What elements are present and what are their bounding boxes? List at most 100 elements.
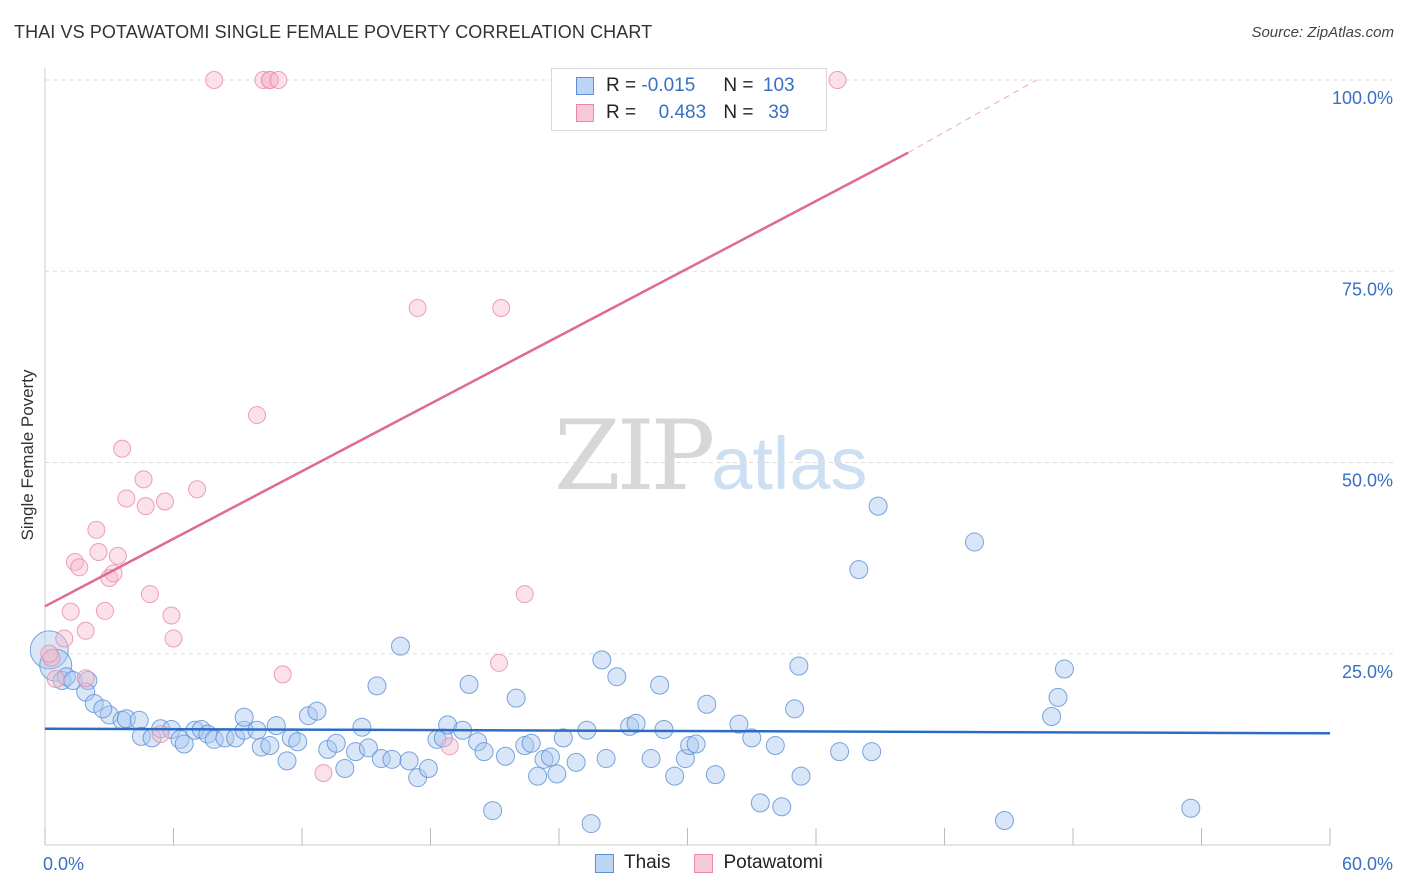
thais-point <box>785 699 805 719</box>
potawatomi-point <box>254 71 273 89</box>
thais-point <box>686 734 706 754</box>
potawatomi-point <box>95 601 114 620</box>
thais-point <box>607 667 627 687</box>
thais-point <box>705 765 725 785</box>
thais-point <box>29 630 69 670</box>
thais-point <box>540 747 560 767</box>
watermark-atlas: atlas <box>711 422 868 505</box>
thais-point <box>665 766 685 786</box>
thais-n-value: 103 <box>762 75 795 96</box>
grid-lines <box>45 79 1395 655</box>
potawatomi-point <box>188 480 207 499</box>
potawatomi-point <box>89 543 108 562</box>
thais-point <box>495 746 515 766</box>
potawatomi-point <box>155 492 174 511</box>
thais-point <box>459 674 479 694</box>
chart-title: THAI VS POTAWATOMI SINGLE FEMALE POVERTY… <box>14 22 653 42</box>
legend-thais-label: Thais <box>624 852 671 873</box>
thais-point <box>964 532 984 552</box>
thais-point <box>1048 687 1068 707</box>
thais-point <box>1181 798 1201 818</box>
thais-point <box>371 749 391 769</box>
legend-row-potawatomi: R = 0.483 N = 39 <box>576 100 799 126</box>
thais-swatch-icon <box>576 77 594 95</box>
thais-point <box>260 736 280 756</box>
tick-labels: 25.0% 50.0% 75.0% 100.0% 0.0% 60.0% <box>43 88 1393 874</box>
watermark-zip: ZIP <box>554 400 715 512</box>
potawatomi-point <box>273 665 292 684</box>
thais-trend-line <box>44 727 1331 735</box>
x-tick-label-min: 0.0% <box>43 854 84 874</box>
thais-point <box>277 751 297 771</box>
thais-point <box>729 714 749 734</box>
thais-point <box>399 751 419 771</box>
legend-item-thais[interactable]: Thais <box>595 852 670 874</box>
thais-point <box>626 713 646 733</box>
potawatomi-point <box>205 71 224 89</box>
thais-point <box>521 733 541 753</box>
potawatomi-point <box>40 644 59 663</box>
thais-point <box>553 728 573 748</box>
thais-point <box>592 650 612 670</box>
thais-point <box>849 560 869 580</box>
thais-point <box>641 749 661 769</box>
trend-lines <box>44 79 1331 735</box>
thais-point <box>654 719 674 739</box>
y-tick-label: 25.0% <box>1342 662 1393 682</box>
thais-point <box>581 814 601 834</box>
thais-point <box>868 496 888 516</box>
potawatomi-point <box>162 606 181 625</box>
thais-point <box>266 716 286 736</box>
thais-point <box>174 734 194 754</box>
stats-legend: R = -0.015 N = 103 R = 0.483 N = 39 <box>551 68 827 131</box>
thais-point <box>352 717 372 737</box>
thais-point <box>742 728 762 748</box>
potawatomi-point <box>61 602 80 621</box>
thais-point <box>528 766 548 786</box>
thais-point <box>830 742 850 762</box>
thais-point <box>307 701 327 721</box>
axes <box>44 68 1331 846</box>
thais-point <box>298 706 318 726</box>
potawatomi-point <box>76 669 95 688</box>
thais-point <box>78 671 98 691</box>
potawatomi-point <box>136 497 155 516</box>
thais-r-label: R = <box>606 75 637 96</box>
potawatomi-points <box>40 71 847 783</box>
potawatomi-trend-line <box>44 151 909 608</box>
x-tick-label-max: 60.0% <box>1342 854 1393 874</box>
thais-point <box>994 811 1014 831</box>
y-tick-label: 75.0% <box>1342 279 1393 299</box>
potawatomi-point <box>490 653 509 672</box>
thais-point <box>680 736 700 756</box>
thais-point <box>791 766 811 786</box>
potawatomi-point <box>440 737 459 756</box>
legend-item-potawatomi[interactable]: Potawatomi <box>694 852 823 874</box>
potawatomi-point <box>117 489 136 508</box>
thais-point <box>326 733 346 753</box>
potawatomi-point <box>269 71 288 89</box>
thais-point <box>483 801 503 821</box>
thais-point <box>93 699 113 719</box>
thais-point <box>789 656 809 676</box>
potawatomi-point <box>46 669 65 688</box>
thais-point <box>566 752 586 772</box>
thais-point <box>391 636 411 656</box>
thais-point <box>772 797 792 817</box>
potawatomi-r-value: 0.483 <box>658 102 707 123</box>
thais-point <box>288 732 308 752</box>
potawatomi-trend-extension <box>907 79 1037 154</box>
thais-point <box>650 675 670 695</box>
thais-point <box>750 793 770 813</box>
thais-points <box>29 496 1201 834</box>
potawatomi-point <box>164 629 183 648</box>
potawatomi-point <box>140 585 159 604</box>
thais-point <box>765 736 785 756</box>
potawatomi-point <box>134 470 153 489</box>
series-legend: Thais Potawatomi <box>595 852 847 874</box>
thais-point <box>697 694 717 714</box>
thais-r-value: -0.015 <box>641 75 696 96</box>
thais-point <box>862 742 882 762</box>
potawatomi-legend-swatch-icon <box>694 853 714 873</box>
thais-point <box>468 732 488 752</box>
